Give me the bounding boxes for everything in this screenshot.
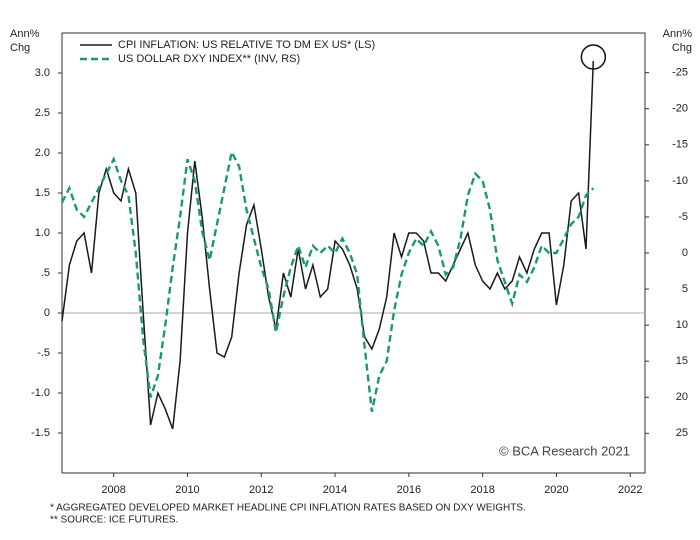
source-mark: © BCA Research 2021 — [499, 443, 630, 458]
series-line — [61, 60, 595, 430]
y-tick-label: 1.5 — [35, 187, 50, 199]
y-tick-label: 0 — [44, 307, 50, 319]
y2-tick-label: 0 — [682, 247, 688, 259]
y2-tick-label: 20 — [676, 391, 688, 403]
x-tick-label: 2012 — [249, 484, 273, 496]
y2-tick-label: 5 — [682, 283, 688, 295]
footnote: * AGGREGATED DEVELOPED MARKET HEADLINE C… — [50, 503, 526, 514]
y-tick-label: -1.0 — [31, 387, 50, 399]
left-axis-label: Ann% — [10, 28, 40, 40]
y2-tick-label: 15 — [676, 355, 688, 367]
y2-tick-label: -5 — [678, 211, 688, 223]
x-tick-label: 2022 — [618, 484, 642, 496]
left-axis-label: Chg — [10, 42, 30, 54]
y2-tick-label: -15 — [672, 139, 688, 151]
y-tick-label: -.5 — [37, 347, 50, 359]
x-tick-label: 2020 — [544, 484, 568, 496]
y2-tick-label: 25 — [676, 427, 688, 439]
right-axis-label: Chg — [672, 42, 692, 54]
y-tick-label: 3.0 — [35, 67, 50, 79]
legend-label: US DOLLAR DXY INDEX** (INV, RS) — [118, 53, 300, 65]
y-tick-label: 2.0 — [35, 147, 50, 159]
y-tick-label: 1.0 — [35, 227, 50, 239]
x-tick-label: 2010 — [175, 484, 199, 496]
y-tick-label: .5 — [41, 267, 50, 279]
y-tick-label: 2.5 — [35, 107, 50, 119]
footnote: ** SOURCE: ICE FUTURES. — [50, 515, 178, 526]
series-line — [60, 148, 595, 412]
x-tick-label: 2014 — [323, 484, 347, 496]
y2-tick-label: -10 — [672, 175, 688, 187]
right-axis-label: Ann% — [663, 28, 693, 40]
x-tick-label: 2008 — [101, 484, 125, 496]
legend-label: CPI INFLATION: US RELATIVE TO DM EX US* … — [118, 39, 375, 51]
highlight-circle — [580, 44, 607, 70]
y2-tick-label: -25 — [672, 67, 688, 79]
y-tick-label: -1.5 — [31, 427, 50, 439]
x-tick-label: 2018 — [470, 484, 494, 496]
y2-tick-label: 10 — [676, 319, 688, 331]
x-tick-label: 2016 — [397, 484, 421, 496]
y2-tick-label: -20 — [672, 103, 688, 115]
